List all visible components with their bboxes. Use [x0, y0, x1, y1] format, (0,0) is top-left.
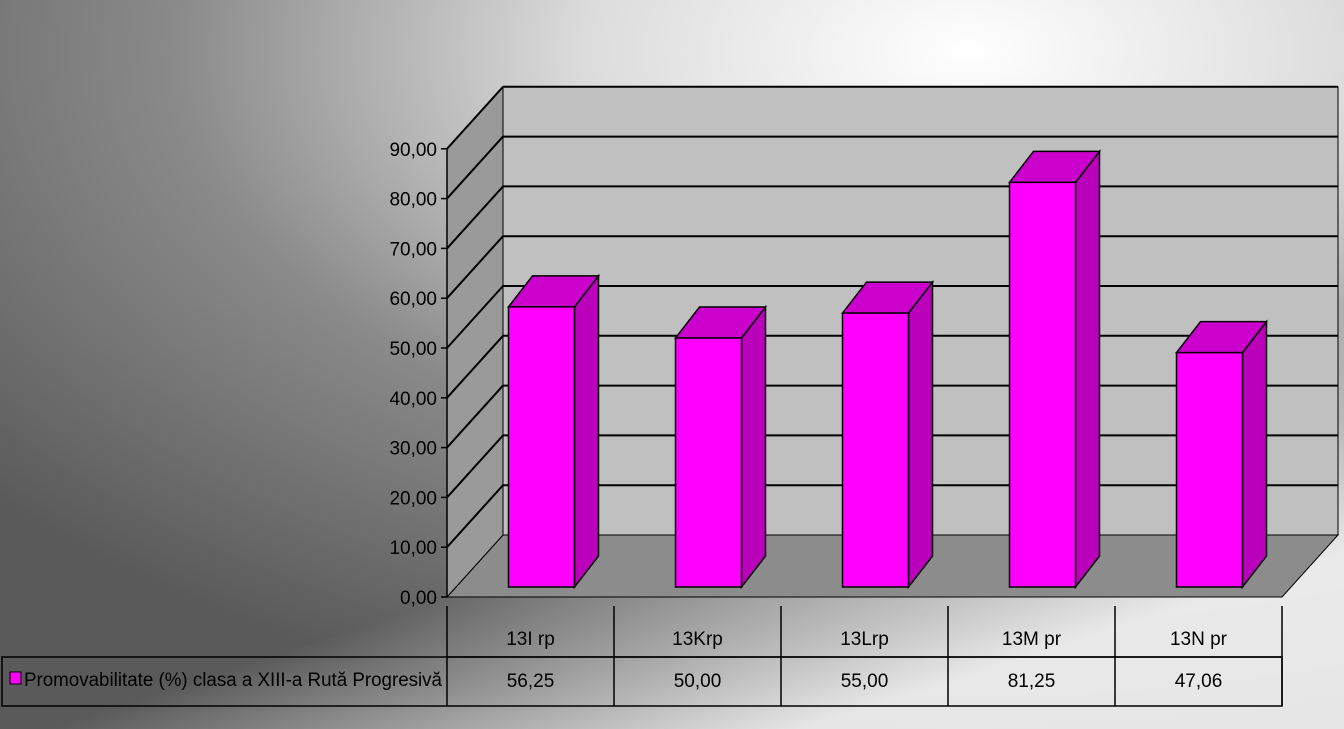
- bar-2: [676, 307, 766, 587]
- data-label: 50,00: [674, 671, 722, 692]
- y-tick-label: 0,00: [400, 588, 437, 609]
- bar-side: [575, 276, 599, 587]
- data-label: 55,00: [841, 671, 889, 692]
- bar-front: [676, 338, 742, 587]
- data-label: 81,25: [1008, 671, 1056, 692]
- bar-1: [509, 276, 599, 587]
- legend-series-name: Promovabilitate (%) clasa a XIII-a Rută …: [24, 670, 442, 691]
- bar-side: [1243, 322, 1267, 587]
- bar-side: [909, 282, 933, 587]
- data-label: 47,06: [1175, 671, 1223, 692]
- category-label: 13Lrp: [840, 629, 889, 650]
- y-tick-label: 60,00: [389, 289, 437, 310]
- y-tick-label: 70,00: [389, 239, 437, 260]
- legend-swatch: [10, 672, 21, 684]
- bar-front: [1010, 182, 1076, 587]
- bar-front: [843, 313, 909, 587]
- y-tick-label: 50,00: [389, 339, 437, 360]
- bar-side: [742, 307, 766, 587]
- bar-side: [1076, 151, 1100, 587]
- y-tick-label: 80,00: [389, 190, 437, 211]
- bar-5: [1177, 322, 1267, 587]
- y-tick-label: 30,00: [389, 439, 437, 460]
- bar-4: [1010, 151, 1100, 587]
- data-label: 56,25: [507, 671, 555, 692]
- bar-front: [509, 307, 575, 587]
- y-tick-label: 90,00: [389, 140, 437, 161]
- bar-front: [1177, 353, 1243, 587]
- category-label: 13Krp: [672, 629, 723, 650]
- category-label: 13M pr: [1002, 629, 1062, 650]
- y-tick-label: 10,00: [389, 538, 437, 559]
- bar-3: [843, 282, 933, 587]
- category-label: 13N pr: [1170, 629, 1228, 650]
- plot-side-wall: [447, 87, 503, 597]
- y-tick-label: 40,00: [389, 389, 437, 410]
- category-label: 13I rp: [506, 629, 555, 650]
- y-tick-label: 20,00: [389, 488, 437, 509]
